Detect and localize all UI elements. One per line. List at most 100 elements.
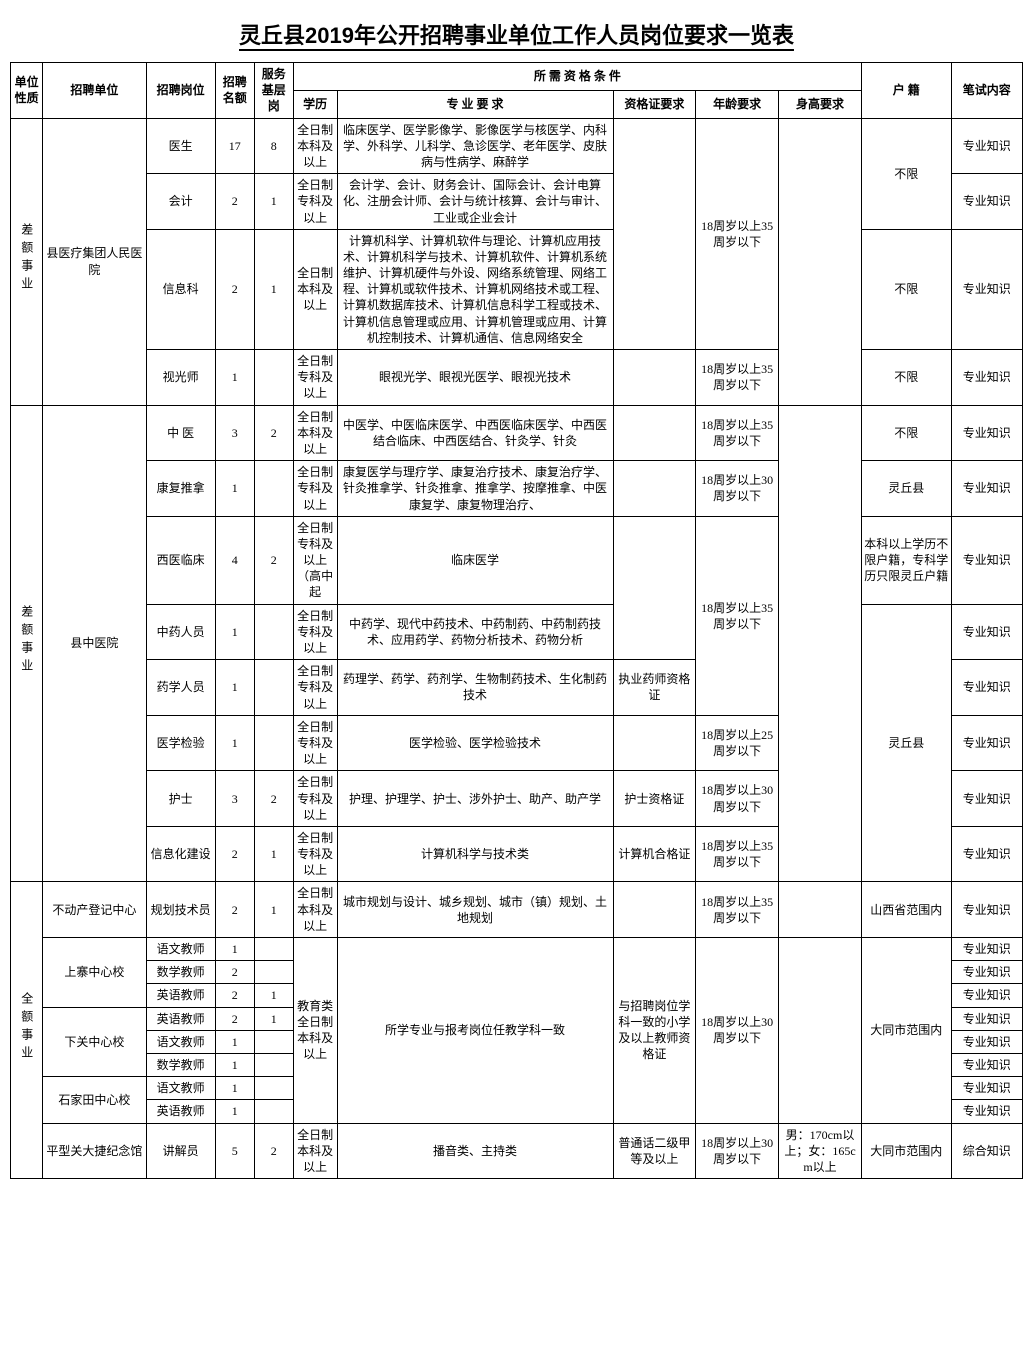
cell-exam: 专业知识 [951, 660, 1022, 716]
cell-cert [613, 118, 696, 349]
cell-cert [613, 461, 696, 517]
cell-exam: 专业知识 [951, 1007, 1022, 1030]
cell-edu: 全日制专科及以上 [293, 461, 337, 517]
cell-hukou: 不限 [861, 350, 951, 406]
cell-quota: 1 [215, 461, 254, 517]
cell-exam: 专业知识 [951, 1100, 1022, 1123]
cell-post: 数学教师 [146, 961, 215, 984]
cell-height [779, 882, 862, 938]
cell-base [254, 1030, 293, 1053]
cell-height [779, 405, 862, 882]
cell-quota: 1 [215, 938, 254, 961]
cell-exam: 专业知识 [951, 604, 1022, 660]
table-row: 全额事业 不动产登记中心 规划技术员 2 1 全日制本科及以上 城市规划与设计、… [11, 882, 1023, 938]
cell-post: 规划技术员 [146, 882, 215, 938]
cell-quota: 1 [215, 715, 254, 771]
cell-base: 2 [254, 1123, 293, 1179]
cell-base: 2 [254, 516, 293, 604]
cell-edu: 全日制本科及以上 [293, 405, 337, 461]
cell-major: 药理学、药学、药剂学、生物制药技术、生化制药技术 [337, 660, 613, 716]
cell-exam: 专业知识 [951, 938, 1022, 961]
th-height: 身高要求 [779, 90, 862, 118]
th-nature: 单位性质 [11, 63, 43, 119]
cell-exam: 专业知识 [951, 1053, 1022, 1076]
cell-exam: 专业知识 [951, 350, 1022, 406]
cell-major: 康复医学与理疗学、康复治疗技术、康复治疗学、针灸推拿学、针灸推拿、推拿学、按摩推… [337, 461, 613, 517]
cell-major: 会计学、会计、财务会计、国际会计、会计电算化、注册会计师、会计与统计核算、会计与… [337, 174, 613, 230]
cell-unit: 下关中心校 [43, 1007, 146, 1077]
page-title: 灵丘县2019年公开招聘事业单位工作人员岗位要求一览表 [10, 18, 1023, 50]
cell-major: 计算机科学、计算机软件与理论、计算机应用技术、计算机科学与技术、计算机软件、计算… [337, 229, 613, 349]
table-row: 差额事业 县中医院 中 医 3 2 全日制本科及以上 中医学、中医临床医学、中西… [11, 405, 1023, 461]
cell-exam: 综合知识 [951, 1123, 1022, 1179]
cell-base [254, 938, 293, 961]
cell-base: 1 [254, 1007, 293, 1030]
th-req-group: 所 需 资 格 条 件 [293, 63, 861, 91]
cell-post: 康复推拿 [146, 461, 215, 517]
table-row: 信息科 2 1 全日制本科及以上 计算机科学、计算机软件与理论、计算机应用技术、… [11, 229, 1023, 349]
cell-age: 18周岁以上35周岁以下 [696, 405, 779, 461]
cell-post: 信息化建设 [146, 826, 215, 882]
cell-post: 讲解员 [146, 1123, 215, 1179]
cell-post: 药学人员 [146, 660, 215, 716]
cell-major: 城市规划与设计、城乡规划、城市（镇）规划、土地规划 [337, 882, 613, 938]
th-hukou: 户 籍 [861, 63, 951, 119]
cell-quota: 1 [215, 1053, 254, 1076]
cell-post: 医生 [146, 118, 215, 174]
cell-hukou: 本科以上学历不限户籍，专科学历只限灵丘户籍 [861, 516, 951, 604]
cell-major: 眼视光学、眼视光医学、眼视光技术 [337, 350, 613, 406]
cell-major: 中医学、中医临床医学、中西医临床医学、中西医结合临床、中西医结合、针灸学、针灸 [337, 405, 613, 461]
cell-exam: 专业知识 [951, 461, 1022, 517]
cell-hukou: 大同市范围内 [861, 938, 951, 1124]
cell-edu: 全日制专科及以上 [293, 715, 337, 771]
cell-age: 18周岁以上35周岁以下 [696, 882, 779, 938]
cell-quota: 2 [215, 174, 254, 230]
th-age: 年龄要求 [696, 90, 779, 118]
cell-post: 数学教师 [146, 1053, 215, 1076]
th-major: 专 业 要 求 [337, 90, 613, 118]
cell-base [254, 461, 293, 517]
table-row: 康复推拿 1 全日制专科及以上 康复医学与理疗学、康复治疗技术、康复治疗学、针灸… [11, 461, 1023, 517]
cell-major: 所学专业与报考岗位任教学科一致 [337, 938, 613, 1124]
cell-base: 1 [254, 229, 293, 349]
cell-age: 18周岁以上25周岁以下 [696, 715, 779, 771]
cell-quota: 17 [215, 118, 254, 174]
cell-base [254, 350, 293, 406]
table-row: 西医临床 4 2 全日制专科及以上（高中起 临床医学 18周岁以上35周岁以下 … [11, 516, 1023, 604]
cell-edu: 全日制专科及以上（高中起 [293, 516, 337, 604]
cell-edu: 全日制专科及以上 [293, 350, 337, 406]
cell-height [779, 118, 862, 405]
cell-post: 英语教师 [146, 1007, 215, 1030]
cell-age: 18周岁以上35周岁以下 [696, 826, 779, 882]
cell-major: 中药学、现代中药技术、中药制药、中药制药技术、应用药学、药物分析技术、药物分析 [337, 604, 613, 660]
th-post: 招聘岗位 [146, 63, 215, 119]
cell-height: 男：170cm以上；女：165cm以上 [779, 1123, 862, 1179]
cell-quota: 4 [215, 516, 254, 604]
cell-cert: 执业药师资格证 [613, 660, 696, 716]
cell-quota: 2 [215, 229, 254, 349]
cell-post: 西医临床 [146, 516, 215, 604]
cell-exam: 专业知识 [951, 229, 1022, 349]
cell-nature: 全额事业 [11, 882, 43, 1179]
cell-base [254, 715, 293, 771]
cell-major: 护理、护理学、护士、涉外护士、助产、助产学 [337, 771, 613, 827]
cell-exam: 专业知识 [951, 826, 1022, 882]
cell-edu: 全日制本科及以上 [293, 882, 337, 938]
cell-nature: 差额事业 [11, 405, 43, 882]
cell-age: 18周岁以上30周岁以下 [696, 1123, 779, 1179]
cell-quota: 1 [215, 1077, 254, 1100]
cell-edu: 全日制专科及以上 [293, 771, 337, 827]
recruitment-table: 单位性质 招聘单位 招聘岗位 招聘名额 服务基层岗 所 需 资 格 条 件 户 … [10, 62, 1023, 1179]
cell-unit: 石家田中心校 [43, 1077, 146, 1123]
cell-quota: 1 [215, 1100, 254, 1123]
cell-unit: 县中医院 [43, 405, 146, 882]
cell-post: 护士 [146, 771, 215, 827]
cell-post: 视光师 [146, 350, 215, 406]
cell-exam: 专业知识 [951, 1030, 1022, 1053]
cell-unit: 上寨中心校 [43, 938, 146, 1008]
th-unit: 招聘单位 [43, 63, 146, 119]
cell-exam: 专业知识 [951, 118, 1022, 174]
cell-age: 18周岁以上35周岁以下 [696, 118, 779, 349]
cell-major: 医学检验、医学检验技术 [337, 715, 613, 771]
cell-post: 信息科 [146, 229, 215, 349]
